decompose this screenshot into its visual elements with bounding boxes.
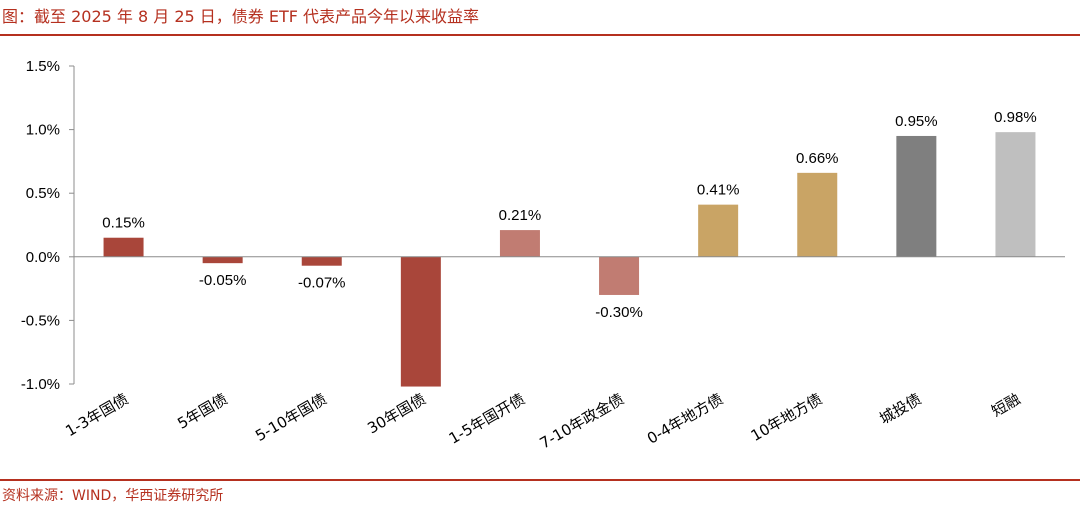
y-tick-label: 1.5%: [26, 58, 60, 75]
data-label: -0.30%: [595, 304, 643, 321]
data-labels: 0.15% -0.05% -0.07% 0.21% -0.30% 0.41% 0.66% 0.…: [102, 109, 1036, 321]
data-label: 0.21%: [499, 207, 542, 224]
y-tick-label: 0.5%: [26, 185, 60, 202]
data-label: -0.07%: [298, 275, 346, 292]
figure-title: 图：截至 2025 年 8 月 25 日，债券 ETF 代表产品今年以来收益率: [2, 7, 480, 26]
category-label: 5-10年国债: [252, 390, 329, 445]
footer-divider: [0, 479, 1080, 481]
bar-chart: 1.5% 1.0% 0.5% 0.0% -0.5% -1.0% 0.15% -0.05% -0…: [21, 58, 1065, 453]
bars: [103, 132, 1036, 387]
category-label: 1-3年国债: [62, 390, 131, 440]
category-label: 短融: [988, 390, 1023, 421]
data-label: 0.66%: [796, 150, 839, 167]
data-label: -0.05%: [199, 272, 247, 289]
category-label: 10年地方债: [748, 390, 825, 445]
title-divider: [0, 34, 1080, 36]
y-axis: 1.5% 1.0% 0.5% 0.0% -0.5% -1.0%: [21, 58, 75, 393]
category-label: 7-10年政金债: [537, 390, 627, 453]
y-tick-label: -0.5%: [21, 312, 60, 329]
category-label: 城投债: [876, 390, 924, 428]
category-labels: 1-3年国债 5年国债 5-10年国债 30年国债 1-5年国开债 7-10年政金债 0-4…: [62, 390, 1023, 453]
bar: [301, 256, 342, 266]
category-label: 0-4年地方债: [644, 390, 726, 448]
bar: [202, 256, 243, 264]
bar: [995, 132, 1036, 257]
category-label: 30年国债: [364, 390, 429, 438]
bar: [797, 172, 838, 257]
data-label: 0.15%: [102, 215, 145, 232]
bar: [698, 204, 739, 257]
data-label: 0.95%: [895, 113, 938, 130]
bar: [499, 230, 540, 257]
bar: [400, 256, 441, 387]
y-tick-label: 0.0%: [26, 249, 60, 266]
y-tick-label: -1.0%: [21, 376, 60, 393]
category-label: 5年国债: [174, 390, 230, 433]
bar: [896, 135, 937, 257]
bar: [599, 256, 640, 295]
data-label: 0.98%: [994, 109, 1037, 126]
data-label: 0.41%: [697, 182, 740, 199]
bar: [103, 237, 144, 257]
category-label: 1-5年国开债: [446, 390, 528, 448]
source-note: 资料来源：WIND，华西证券研究所: [2, 488, 224, 504]
y-tick-label: 1.0%: [26, 122, 60, 139]
